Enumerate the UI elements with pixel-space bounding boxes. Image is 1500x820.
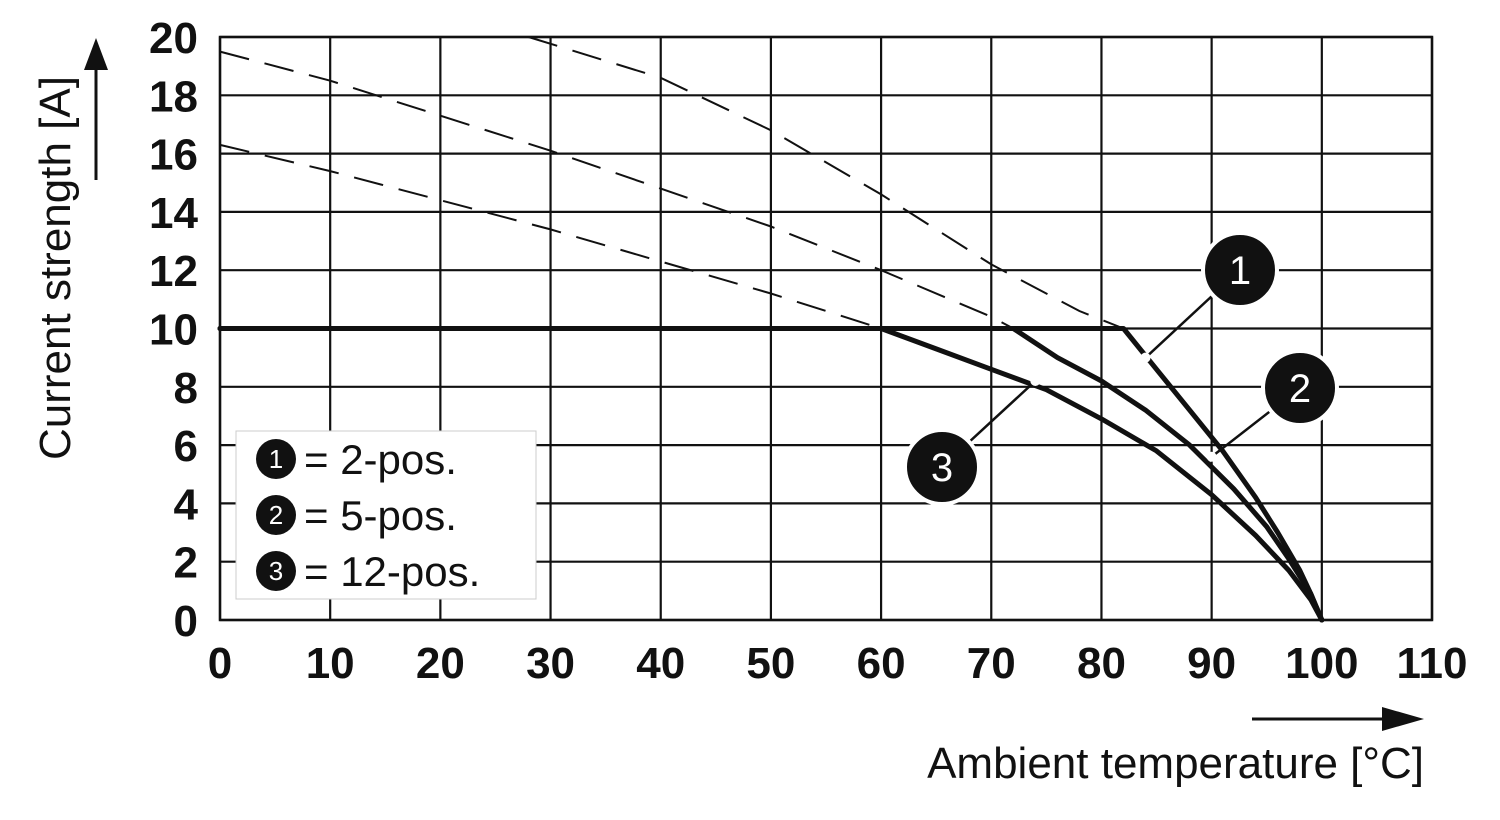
legend-entry-3: = 12-pos. [304, 548, 480, 595]
legend-marker-2 [256, 495, 296, 535]
x-tick-label-100: 100 [1285, 639, 1358, 688]
y-tick-label-8: 8 [174, 364, 198, 413]
plot-border [218, 35, 1434, 622]
x-tick-label-20: 20 [416, 639, 465, 688]
legend-entry-1: = 2-pos. [304, 436, 457, 483]
y-tick-label-16: 16 [149, 131, 198, 180]
y-tick-label-20: 20 [149, 14, 198, 63]
curve-callouts: 1 2 3 [903, 231, 1339, 506]
x-axis-label: Ambient temperature [°C] [927, 739, 1424, 788]
solid-curve-2 [217, 326, 1325, 623]
solid-curve-3 [217, 326, 1325, 623]
solid-derating-curves [217, 326, 1325, 623]
y-axis-label: Current strength [A] [31, 76, 80, 460]
y-tick-label-2: 2 [174, 539, 198, 588]
dashed-curve-2 [219, 50, 1014, 330]
y-tick-label-12: 12 [149, 247, 198, 296]
x-tick-label-30: 30 [526, 639, 575, 688]
legend-marker-1 [256, 439, 296, 479]
x-tick-label-80: 80 [1077, 639, 1126, 688]
callout-badge-label-2: 2 [1289, 367, 1311, 411]
y-tick-labels: 0 2 4 6 8 10 12 14 16 18 20 [149, 14, 198, 646]
legend-marker-3 [256, 551, 296, 591]
x-tick-label-50: 50 [746, 639, 795, 688]
y-axis-arrow [84, 38, 108, 180]
x-tick-label-10: 10 [306, 639, 355, 688]
callout-badge-label-3: 3 [931, 446, 953, 490]
y-tick-label-14: 14 [149, 189, 198, 238]
dashed-extension-curves [219, 36, 1124, 330]
callout-badge-2 [1261, 349, 1339, 427]
legend-marker-label-1: 1 [269, 444, 283, 474]
callout-badge-label-1: 1 [1229, 249, 1251, 293]
callout-badge-1 [1201, 231, 1279, 309]
y-tick-label-18: 18 [149, 72, 198, 121]
x-axis-arrow [1252, 707, 1424, 731]
dashed-curve-1 [528, 36, 1124, 330]
legend-marker-label-3: 3 [269, 556, 283, 586]
x-tick-label-60: 60 [857, 639, 906, 688]
callout-badge-3 [903, 428, 981, 506]
callout-gap-1 [1140, 352, 1151, 363]
callout-gap-3 [1030, 375, 1041, 386]
legend: 1 = 2-pos. 2 = 5-pos. 3 = 12-pos. [235, 430, 537, 600]
legend-marker-label-2: 2 [269, 500, 283, 530]
x-tick-label-110: 110 [1397, 639, 1468, 688]
legend-entry-2: = 5-pos. [304, 492, 457, 539]
x-tick-label-70: 70 [967, 639, 1016, 688]
x-tick-label-40: 40 [636, 639, 685, 688]
dashed-curve-3 [219, 143, 882, 330]
y-tick-label-6: 6 [174, 422, 198, 471]
y-tick-label-10: 10 [149, 306, 198, 355]
callout-gap-2 [1206, 451, 1217, 462]
plot-frame [218, 35, 1434, 622]
y-tick-label-4: 4 [174, 480, 199, 529]
x-tick-label-0: 0 [208, 639, 232, 688]
x-tick-label-90: 90 [1187, 639, 1236, 688]
x-tick-labels: 0 10 20 30 40 50 60 70 80 90 100 110 [208, 639, 1468, 688]
y-tick-label-0: 0 [174, 597, 198, 646]
